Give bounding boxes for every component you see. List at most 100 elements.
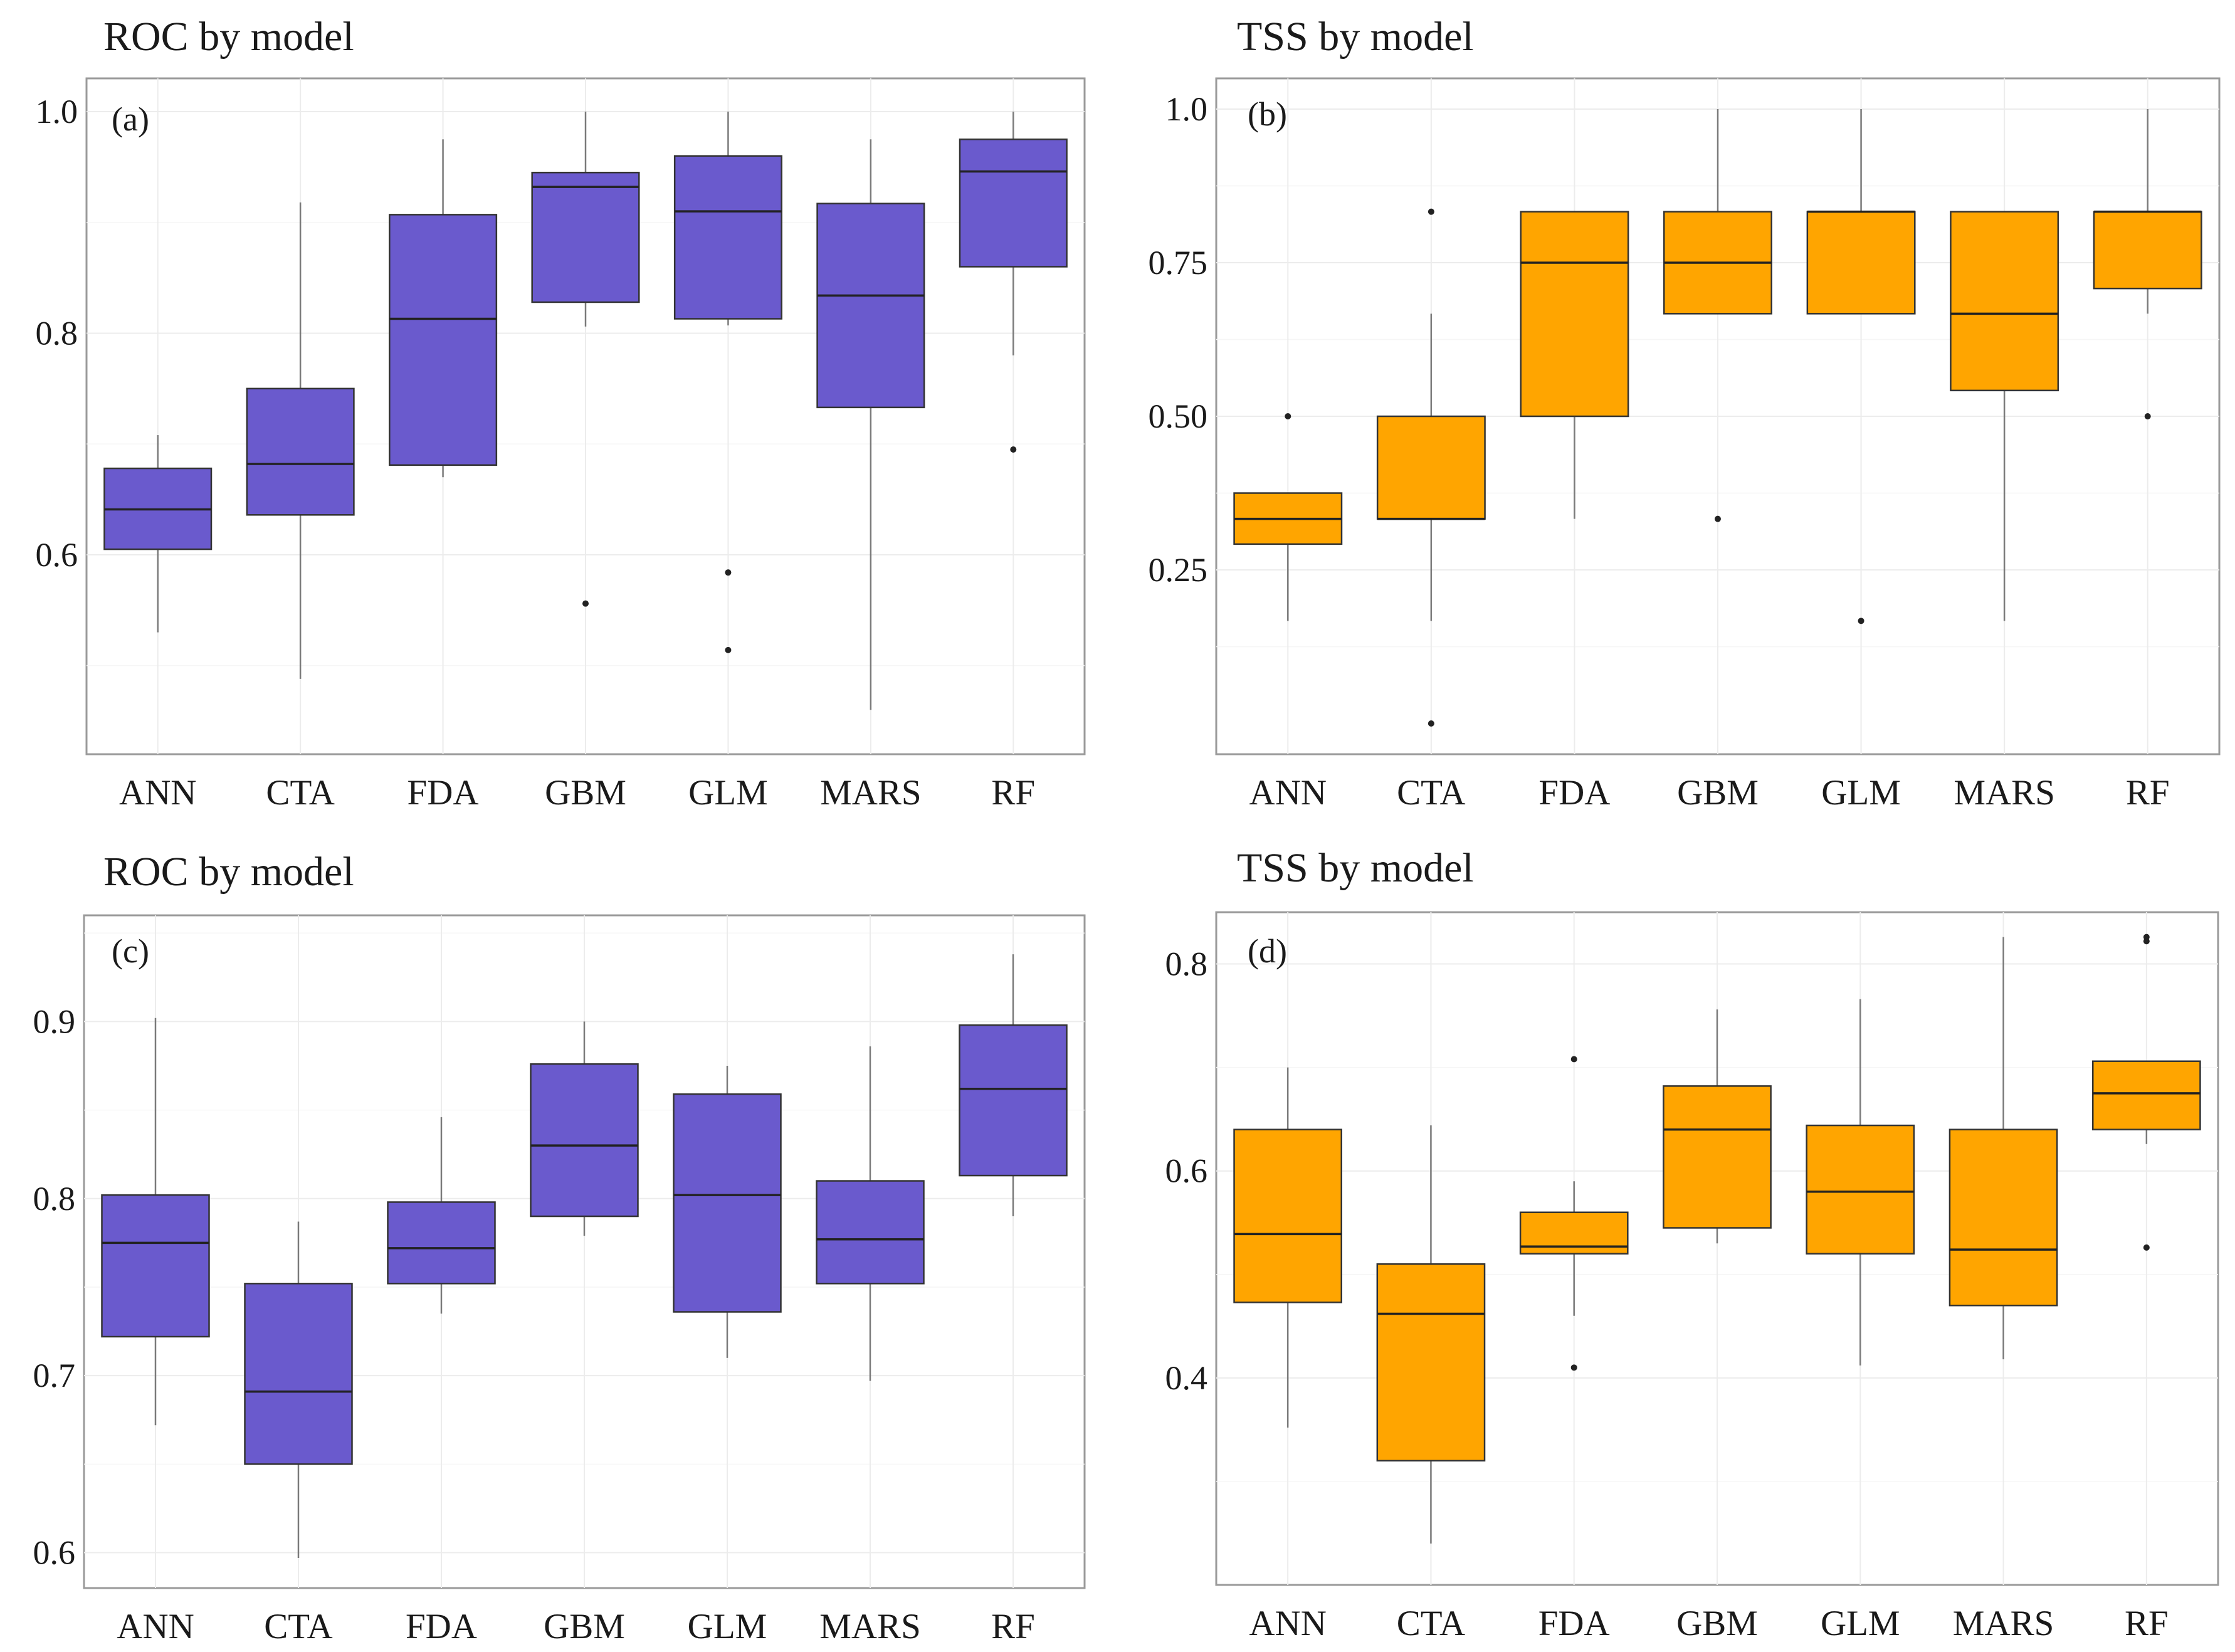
panel-c-x-axis: ANN CTA FDA GBM GLM MARS RF — [117, 1607, 1035, 1646]
panel-b: TSS by model 0.25 0.50 0.75 1.0 ANN CTA FDA GB… — [1149, 14, 2221, 813]
iqr-box — [244, 1283, 353, 1465]
panel-d-box-fda — [1519, 1056, 1629, 1371]
outlier-point — [1715, 515, 1721, 522]
panel-d-y-axis: 0.4 0.6 0.8 — [1165, 945, 1208, 1397]
panel-c-x-tick-label: MARS — [819, 1607, 921, 1646]
panel-b-x-tick-label: GLM — [1821, 773, 1901, 813]
panel-a: ROC by model 0.6 0.8 1.0 ANN CTA FDA GBM GLM MA… — [36, 14, 1086, 813]
panel-c-box-cta — [244, 1221, 353, 1558]
iqr-box — [673, 155, 782, 320]
panel-b-y-tick-label: 0.50 — [1149, 397, 1208, 435]
panel-b-box-gbm — [1663, 109, 1772, 522]
outlier-point — [725, 646, 732, 653]
panel-a-x-tick-label: MARS — [820, 773, 922, 813]
panel-c-box-gbm — [530, 1021, 639, 1236]
panel-c-x-tick-label: GLM — [688, 1607, 767, 1646]
outlier-point — [1858, 618, 1864, 624]
panel-c-box-ann — [101, 1018, 210, 1426]
iqr-box — [2092, 1060, 2201, 1130]
panel-d: TSS by model 0.4 0.6 0.8 ANN CTA FDA GBM GLM MA… — [1165, 845, 2219, 1643]
panel-a-x-tick-label: CTA — [266, 773, 334, 813]
panel-a-box-rf — [959, 112, 1068, 453]
panel-a-plot — [103, 112, 1068, 710]
panel-a-y-tick-label: 0.6 — [36, 536, 78, 574]
panel-b-x-tick-label: ANN — [1249, 773, 1327, 813]
panel-b-y-axis: 0.25 0.50 0.75 1.0 — [1149, 90, 1208, 589]
panel-c-title: ROC by model — [103, 849, 354, 895]
panel-d-y-tick-label: 0.8 — [1165, 945, 1208, 983]
panel-b-x-tick-label: MARS — [1954, 773, 2055, 813]
iqr-box — [1663, 1085, 1772, 1229]
outlier-point — [1570, 1364, 1577, 1371]
panel-a-box-fda — [389, 139, 498, 478]
iqr-box — [1520, 211, 1629, 418]
panel-b-box-mars — [1950, 211, 2059, 621]
panel-c: ROC by model 0.6 0.7 0.8 0.9 ANN CTA FDA GBM GL… — [33, 849, 1086, 1646]
panel-c-box-mars — [816, 1046, 925, 1381]
panel-c-y-tick-label: 0.6 — [33, 1534, 76, 1572]
iqr-box — [959, 1024, 1068, 1177]
panel-a-y-tick-label: 1.0 — [36, 93, 78, 130]
panel-d-x-tick-label: CTA — [1397, 1604, 1465, 1643]
panel-c-box-fda — [387, 1117, 496, 1314]
outlier-point — [725, 569, 732, 576]
panel-b-plot — [1233, 109, 2202, 727]
iqr-box — [1233, 1129, 1343, 1303]
outlier-point — [1570, 1056, 1577, 1063]
panel-a-y-axis: 0.6 0.8 1.0 — [36, 93, 78, 574]
panel-b-x-tick-label: RF — [2126, 773, 2170, 813]
iqr-box — [1950, 211, 2059, 392]
panel-a-box-gbm — [531, 112, 640, 607]
panel-a-label: (a) — [112, 100, 149, 138]
panel-c-box-glm — [673, 1066, 782, 1358]
iqr-box — [530, 1063, 639, 1218]
outlier-point — [1285, 413, 1291, 419]
iqr-box — [816, 1180, 925, 1285]
panel-a-y-tick-label: 0.8 — [36, 314, 78, 352]
outlier-point — [1428, 208, 1434, 215]
outlier-point — [2143, 938, 2150, 945]
panel-d-box-rf — [2092, 934, 2201, 1251]
panel-d-plot — [1233, 934, 2201, 1544]
iqr-box — [389, 214, 498, 466]
iqr-box — [2093, 211, 2202, 290]
panel-b-x-tick-label: CTA — [1397, 773, 1465, 813]
panel-c-y-axis: 0.6 0.7 0.8 0.9 — [33, 1002, 76, 1571]
panel-a-x-tick-label: RF — [991, 773, 1035, 813]
panel-b-y-tick-label: 0.25 — [1149, 551, 1208, 589]
panel-d-x-tick-label: GBM — [1676, 1604, 1758, 1643]
panel-a-x-tick-label: GLM — [688, 773, 768, 813]
panel-d-label: (d) — [1248, 932, 1287, 970]
panel-c-y-tick-label: 0.7 — [33, 1357, 76, 1394]
panel-c-plot — [101, 954, 1068, 1558]
iqr-box — [246, 387, 355, 516]
panel-d-box-mars — [1948, 937, 2058, 1360]
panel-c-box-rf — [959, 954, 1068, 1217]
iqr-box — [1806, 1124, 1915, 1255]
panel-c-x-tick-label: FDA — [406, 1607, 477, 1646]
panel-d-x-tick-label: MARS — [1953, 1604, 2054, 1643]
panel-c-x-tick-label: RF — [991, 1607, 1035, 1646]
panel-c-y-tick-label: 0.9 — [33, 1002, 76, 1040]
panel-b-x-axis: ANN CTA FDA GBM GLM MARS RF — [1249, 773, 2170, 813]
panel-b-y-tick-label: 1.0 — [1165, 90, 1208, 128]
panel-d-title: TSS by model — [1237, 845, 1474, 891]
panel-c-label: (c) — [112, 932, 149, 970]
iqr-box — [1948, 1129, 2058, 1307]
outlier-point — [2144, 413, 2151, 419]
panel-d-x-axis: ANN CTA FDA GBM GLM MARS RF — [1249, 1604, 2168, 1643]
panel-b-box-rf — [2093, 109, 2202, 419]
outlier-point — [1428, 720, 1434, 727]
panel-a-x-tick-label: GBM — [545, 773, 626, 813]
panel-a-box-glm — [673, 112, 782, 653]
iqr-box — [1376, 415, 1486, 520]
iqr-box — [959, 138, 1068, 268]
panel-a-x-axis: ANN CTA FDA GBM GLM MARS RF — [119, 773, 1035, 813]
panel-b-box-cta — [1376, 208, 1486, 727]
outlier-point — [2143, 1244, 2150, 1251]
iqr-box — [1376, 1263, 1486, 1462]
panel-d-y-tick-label: 0.4 — [1165, 1359, 1208, 1397]
panel-c-x-tick-label: CTA — [264, 1607, 332, 1646]
outlier-point — [582, 600, 589, 607]
panel-d-x-tick-label: RF — [2125, 1604, 2169, 1643]
